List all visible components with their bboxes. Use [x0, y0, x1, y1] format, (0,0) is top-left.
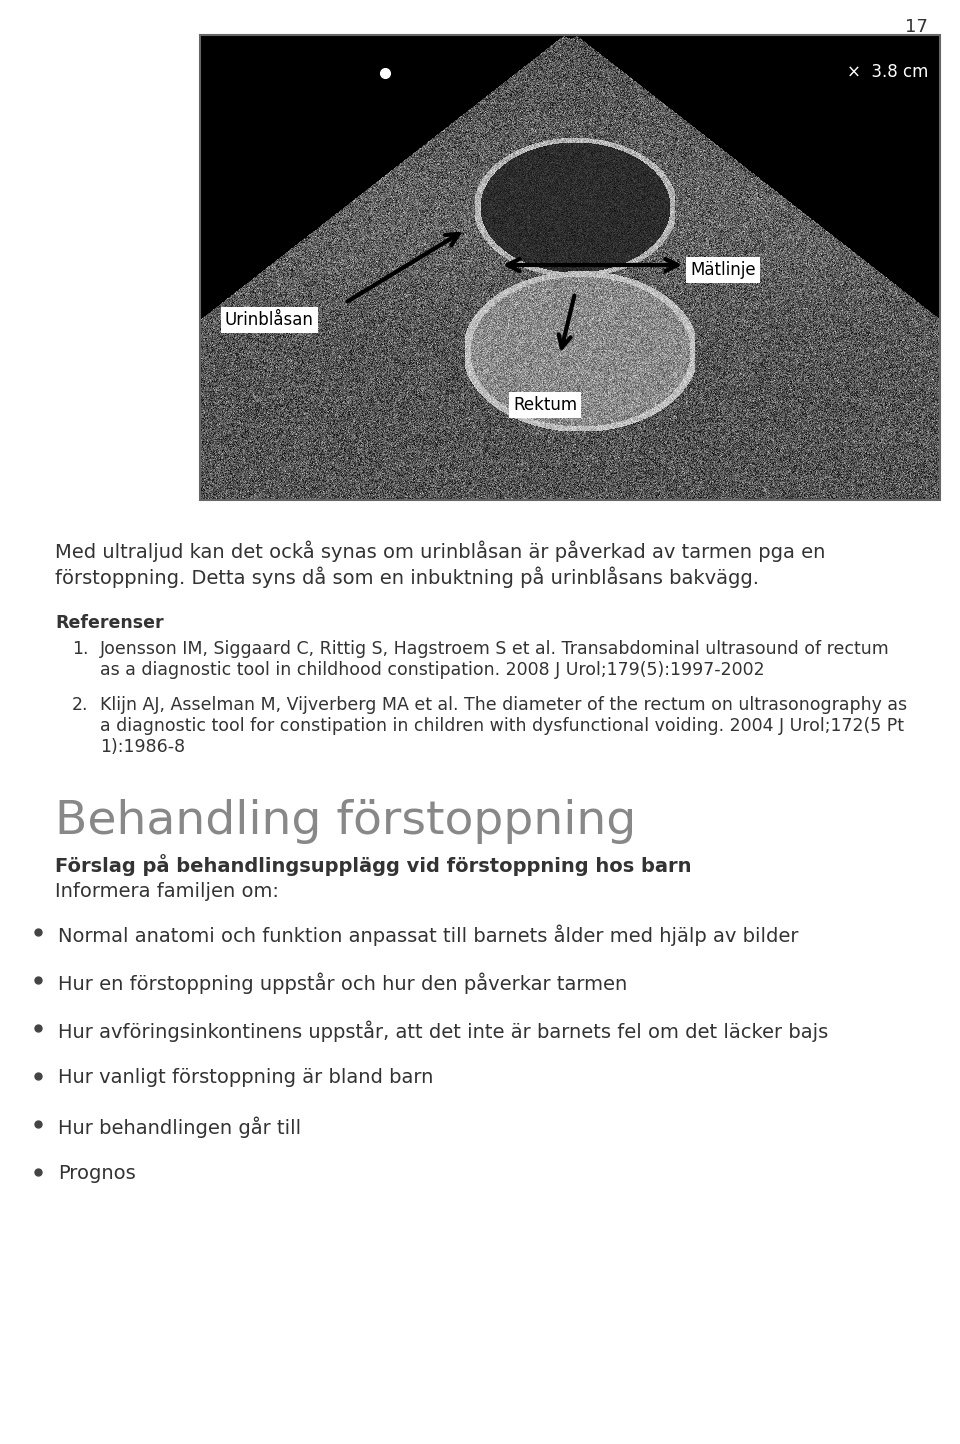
Text: Referenser: Referenser: [55, 614, 163, 632]
Text: a diagnostic tool for constipation in children with dysfunctional voiding. 2004 : a diagnostic tool for constipation in ch…: [100, 718, 904, 735]
Text: 2.: 2.: [72, 696, 88, 713]
Text: förstoppning. Detta syns då som en inbuktning på urinblåsans bakvägg.: förstoppning. Detta syns då som en inbuk…: [55, 566, 759, 588]
Text: Behandling förstoppning: Behandling förstoppning: [55, 799, 636, 843]
Text: Hur avföringsinkontinens uppstår, att det inte är barnets fel om det läcker bajs: Hur avföringsinkontinens uppstår, att de…: [58, 1019, 828, 1041]
Text: ×  3.8 cm: × 3.8 cm: [847, 64, 928, 81]
Text: Normal anatomi och funktion anpassat till barnets ålder med hjälp av bilder: Normal anatomi och funktion anpassat til…: [58, 924, 799, 946]
Text: Förslag på behandlingsupplägg vid förstoppning hos barn: Förslag på behandlingsupplägg vid försto…: [55, 853, 691, 877]
Text: Hur en förstoppning uppstår och hur den påverkar tarmen: Hur en förstoppning uppstår och hur den …: [58, 972, 627, 993]
Text: Joensson IM, Siggaard C, Rittig S, Hagstroem S et al. Transabdominal ultrasound : Joensson IM, Siggaard C, Rittig S, Hagst…: [100, 640, 890, 658]
Text: Hur behandlingen går till: Hur behandlingen går till: [58, 1116, 301, 1138]
Text: Rektum: Rektum: [513, 396, 577, 414]
Text: as a diagnostic tool in childhood constipation. 2008 J Urol;179(5):1997-2002: as a diagnostic tool in childhood consti…: [100, 661, 764, 679]
Text: 1):1986-8: 1):1986-8: [100, 738, 185, 757]
Text: Hur vanligt förstoppning är bland barn: Hur vanligt förstoppning är bland barn: [58, 1069, 433, 1087]
Text: Med ultraljud kan det ockå synas om urinblåsan är påverkad av tarmen pga en: Med ultraljud kan det ockå synas om urin…: [55, 540, 826, 562]
Bar: [200, 35, 940, 500]
Text: Prognos: Prognos: [58, 1164, 135, 1183]
Text: 1.: 1.: [72, 640, 88, 658]
Text: Klijn AJ, Asselman M, Vijverberg MA et al. The diameter of the rectum on ultraso: Klijn AJ, Asselman M, Vijverberg MA et a…: [100, 696, 907, 713]
Text: Informera familjen om:: Informera familjen om:: [55, 882, 278, 901]
Text: Mätlinje: Mätlinje: [690, 261, 756, 279]
Text: Urinblåsan: Urinblåsan: [225, 310, 314, 329]
Text: 17: 17: [905, 17, 928, 36]
